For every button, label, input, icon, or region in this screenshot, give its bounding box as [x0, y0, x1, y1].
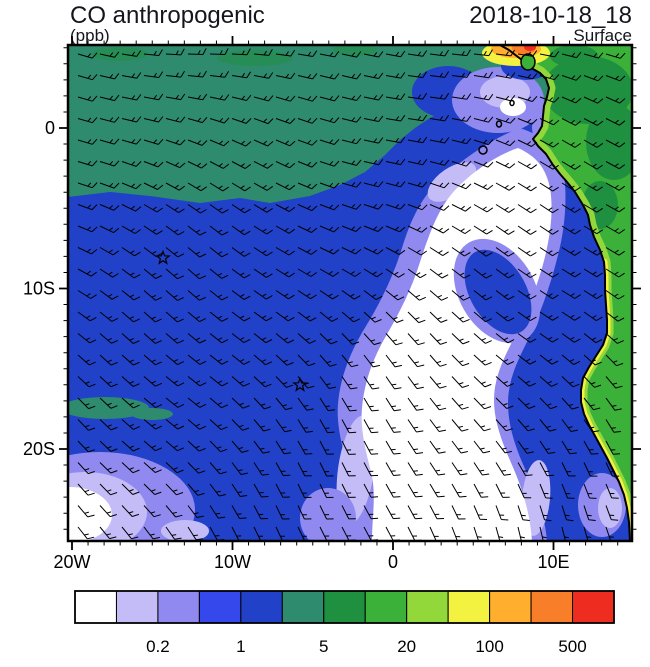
land-dark-patch-2 — [586, 104, 632, 180]
colorbar-cell — [572, 590, 615, 624]
plot-level: Surface — [573, 26, 632, 45]
plot-units: (ppb) — [70, 26, 110, 45]
colorbar-cell — [530, 590, 574, 624]
x-axis-label: 10E — [537, 552, 569, 572]
plot-datetime: 2018-10-18_18 — [469, 2, 632, 29]
colorbar-cell — [489, 590, 532, 624]
coastline — [499, 45, 631, 541]
colorbar-label: 1 — [236, 637, 245, 656]
top-green-speckle-3 — [333, 45, 377, 56]
major-ticks — [59, 36, 641, 550]
ne-white-patch — [500, 98, 526, 116]
island-bioko — [520, 53, 536, 71]
y-axis-label: 0 — [45, 118, 55, 138]
colorbar-cell — [74, 590, 117, 624]
left-green-streak-1 — [68, 397, 149, 419]
colorbar-label: 100 — [475, 637, 503, 656]
colorbar-cell — [198, 590, 242, 624]
colorbar-cell — [281, 590, 325, 624]
left-green-streak-2 — [131, 408, 173, 420]
y-axis-label: 10S — [23, 279, 55, 299]
island-annobon — [478, 145, 488, 155]
land-dark-patch-3 — [550, 45, 598, 67]
colorbar-cell — [406, 590, 449, 624]
map-canvas — [68, 45, 632, 541]
top-green-speckle-2 — [217, 50, 293, 66]
plot-title: CO anthropogenic — [70, 2, 265, 29]
colorbar-label: 5 — [319, 637, 328, 656]
wind-barbs — [77, 48, 626, 541]
delta-red-core — [524, 45, 536, 51]
colorbar-cell — [364, 590, 408, 624]
x-axis-label: 10W — [214, 552, 251, 572]
colorbar-outline — [74, 590, 615, 624]
x-axis-label: 0 — [388, 552, 398, 572]
station-star-marker — [155, 249, 171, 265]
colorbar-cell — [157, 590, 200, 624]
plume-lavender-north — [427, 162, 477, 202]
top-green-speckle-1 — [92, 47, 148, 61]
island-saotome — [495, 120, 503, 128]
colorbar-cell — [240, 590, 283, 624]
figure-header: CO anthropogenic (ppb) 2018-10-18_18 Sur… — [70, 2, 632, 45]
minor-ticks — [63, 40, 637, 546]
sw-lavender-streak — [161, 520, 209, 541]
colorbar: 0.2 1 5 20 100 500 — [74, 590, 615, 656]
colorbar-cell — [115, 590, 159, 624]
y-axis-label: 20S — [23, 439, 55, 459]
sw-corner-white — [68, 487, 112, 541]
station-star-marker — [292, 376, 308, 392]
colorbar-label: 0.2 — [146, 637, 170, 656]
colorbar-label: 20 — [397, 637, 416, 656]
x-axis-label: 20W — [53, 552, 90, 572]
colorbar-label: 500 — [558, 637, 586, 656]
colorbar-cell — [447, 590, 491, 624]
map-frame-and-axes: 20W 10W 0 10E 0 10S 20S — [23, 36, 641, 572]
colorbar-cell — [323, 590, 366, 624]
island-principe — [509, 99, 515, 107]
map-frame-border — [66, 43, 634, 543]
